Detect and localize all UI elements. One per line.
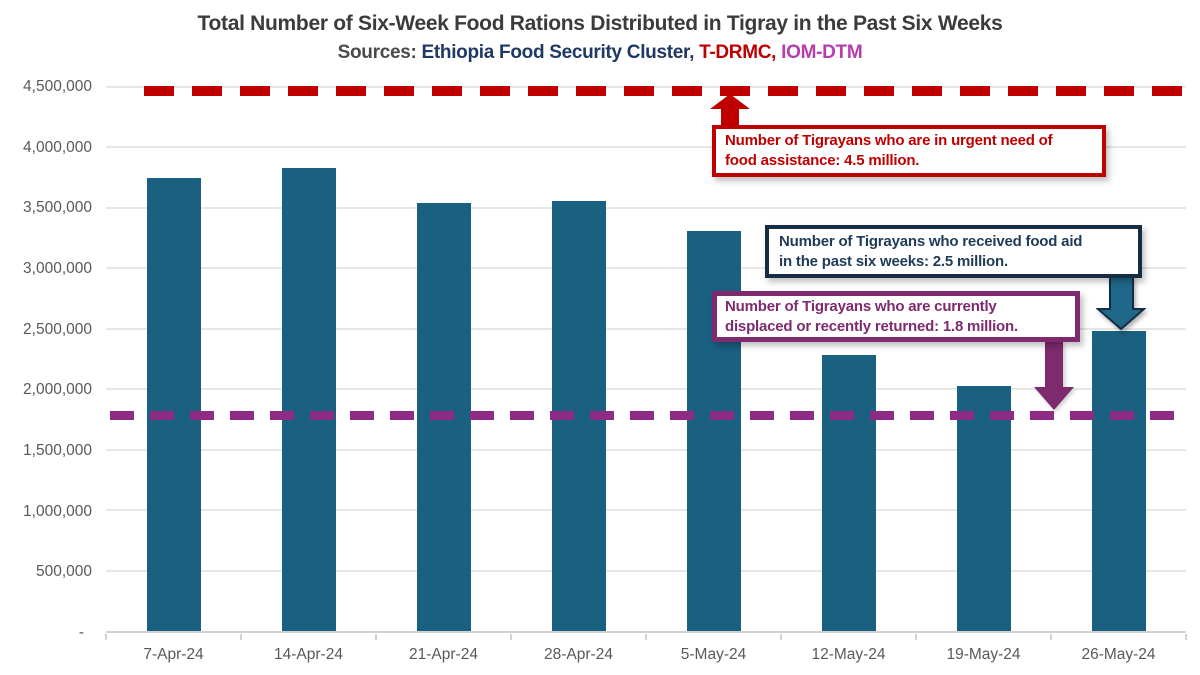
subtitle-prefix: Sources: bbox=[337, 42, 422, 63]
bar-slot bbox=[376, 87, 511, 631]
x-axis-tick bbox=[240, 634, 242, 640]
bar-19-May-24 bbox=[956, 385, 1011, 631]
displaced-arrow-shape bbox=[1034, 341, 1074, 410]
y-tick-label: 3,000,000 bbox=[23, 260, 92, 277]
chart-subtitle: Sources: Ethiopia Food Security Cluster,… bbox=[0, 42, 1200, 64]
y-tick-label: 4,000,000 bbox=[23, 138, 92, 156]
urgent-need-line-1: Number of Tigrayans who are in urgent ne… bbox=[725, 132, 1053, 149]
bar-14-Apr-24 bbox=[281, 168, 336, 631]
bar-slot bbox=[916, 87, 1051, 631]
x-tick-label: 7-Apr-24 bbox=[143, 646, 204, 663]
x-axis-labels: 7-Apr-24 14-Apr-24 21-Apr-24 28-Apr-24 5-May… bbox=[106, 646, 1186, 664]
gridline-3500000 bbox=[106, 206, 1186, 209]
y-axis: - 500,000 1,000,000 1,500,000 2,000,000 2,500… bbox=[0, 78, 92, 641]
displaced-arrow bbox=[1034, 341, 1074, 410]
urgent-need-callout: Number of Tigrayans who are in urgent ne… bbox=[712, 125, 1106, 177]
x-axis-tick bbox=[105, 634, 107, 640]
bar-12-May-24 bbox=[821, 355, 876, 631]
subtitle-source: T-DRMC, bbox=[699, 42, 782, 63]
bar-7-Apr-24 bbox=[146, 177, 201, 631]
displaced-callout: Number of Tigrayans who are currently di… bbox=[712, 291, 1080, 342]
displaced-line-1: Number of Tigrayans who are currently bbox=[725, 298, 997, 315]
bar-slot bbox=[1051, 87, 1186, 631]
displaced-line-2: displaced or recently returned: 1.8 mill… bbox=[725, 318, 1018, 335]
received-aid-arrow bbox=[1096, 276, 1146, 331]
bar-slot bbox=[781, 87, 916, 631]
received-aid-callout: Number of Tigrayans who received food ai… bbox=[765, 225, 1142, 278]
subtitle-sources: Ethiopia Food Security Cluster, T-DRMC, … bbox=[422, 42, 863, 63]
gridline-500000 bbox=[106, 569, 1186, 572]
x-axis-tick bbox=[915, 634, 917, 640]
y-tick-label: 4,500,000 bbox=[23, 78, 92, 95]
x-tick-label: 14-Apr-24 bbox=[274, 646, 343, 663]
x-axis-tick bbox=[1050, 634, 1052, 640]
urgent-need-line-2: food assistance: 4.5 million. bbox=[725, 152, 920, 169]
y-tick-label: 1,000,000 bbox=[23, 502, 92, 520]
x-tick-label: 19-May-24 bbox=[946, 646, 1021, 663]
received-aid-arrow-shape bbox=[1096, 276, 1146, 331]
x-tick-label: 26-May-24 bbox=[1081, 646, 1156, 663]
x-axis-tick bbox=[510, 634, 512, 640]
bar-26-May-24 bbox=[1091, 331, 1146, 631]
y-tick-label: 3,500,000 bbox=[23, 199, 92, 217]
x-axis-tick bbox=[780, 634, 782, 640]
gridline-3000000 bbox=[106, 267, 1186, 270]
displaced-line bbox=[110, 411, 1186, 421]
chart-title: Total Number of Six-Week Food Rations Di… bbox=[197, 12, 1003, 35]
x-axis-tick bbox=[645, 634, 647, 640]
bar-slot bbox=[241, 87, 376, 631]
bar-slot bbox=[106, 87, 241, 631]
y-tick-label: 2,500,000 bbox=[23, 320, 92, 338]
x-tick-label: 5-May-24 bbox=[680, 646, 747, 663]
gridline-1500000 bbox=[106, 448, 1186, 451]
gridline-1000000 bbox=[106, 509, 1186, 512]
x-axis-tick bbox=[1185, 634, 1187, 640]
urgent-need-line bbox=[144, 85, 1186, 96]
y-tick-label: - bbox=[78, 624, 84, 641]
received-aid-line-1: Number of Tigrayans who received food ai… bbox=[779, 233, 1083, 250]
gridline-2500000 bbox=[106, 327, 1186, 330]
received-aid-line-2: in the past six weeks: 2.5 million. bbox=[779, 253, 1008, 270]
subtitle-source: Ethiopia Food Security Cluster, bbox=[421, 42, 700, 63]
y-tick-label: 1,500,000 bbox=[23, 442, 92, 459]
urgent-need-arrow bbox=[710, 94, 750, 126]
x-axis-tick bbox=[375, 634, 377, 640]
gridline-2000000 bbox=[106, 388, 1186, 391]
x-tick-label: 21-Apr-24 bbox=[409, 646, 478, 663]
bar-slot bbox=[511, 87, 646, 631]
x-tick-label: 28-Apr-24 bbox=[544, 646, 613, 663]
y-tick-label: 2,000,000 bbox=[23, 381, 92, 399]
x-tick-label: 12-May-24 bbox=[811, 646, 886, 663]
y-tick-label: 500,000 bbox=[35, 563, 92, 581]
urgent-need-arrow-shape bbox=[710, 94, 750, 126]
gridline-4000000 bbox=[106, 146, 1186, 149]
subtitle-source: IOM-DTM bbox=[781, 42, 863, 63]
